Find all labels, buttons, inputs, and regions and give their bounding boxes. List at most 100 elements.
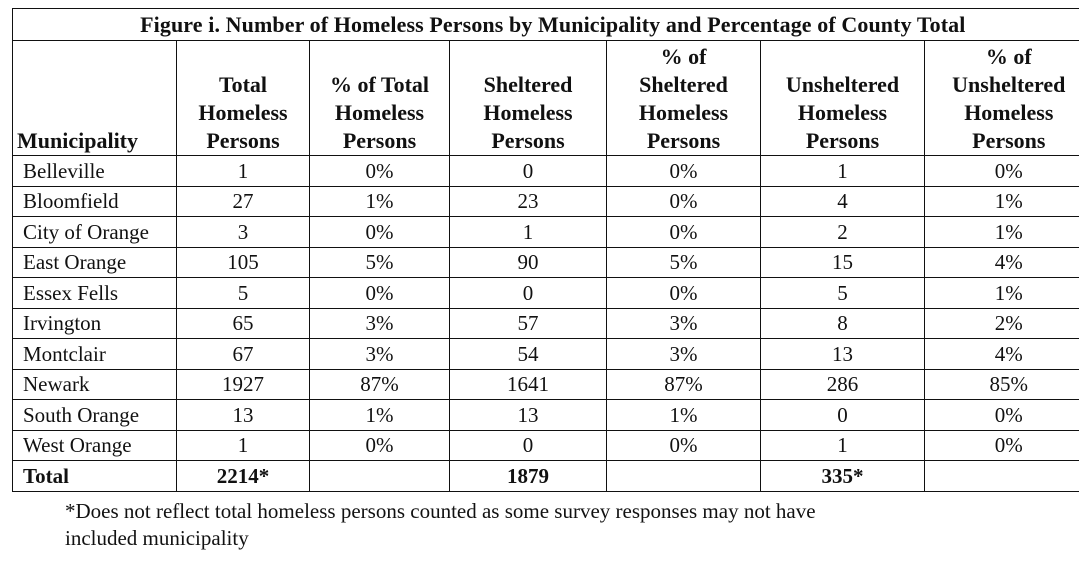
header-line: Municipality [17,128,139,153]
cell-unsheltered-homeless: 15 [760,246,925,278]
cell-municipality: Essex Fells [12,277,177,309]
cell-municipality: City of Orange [12,216,177,248]
table-row: Irvington 65 3% 57 3% 8 2% [12,307,1079,339]
header-unsheltered-homeless: Unsheltered Homeless Persons [760,40,925,156]
header-total-homeless: Total Homeless Persons [176,40,310,156]
header-municipality: Municipality [12,40,177,156]
header-line: Homeless [797,100,888,125]
cell-pct-total-homeless: 1% [309,185,450,217]
cell-pct-total-homeless: 0% [309,429,450,461]
cell-pct-unsheltered-homeless: 1% [923,185,1079,217]
cell-pct-unsheltered-homeless: 0% [923,155,1079,187]
cell-municipality: East Orange [12,246,177,278]
cell-pct-sheltered-homeless: 0% [606,216,761,248]
cell-sheltered-homeless: 1641 [449,368,607,400]
header-line: Homeless [334,100,425,125]
cell-pct-total-homeless: 3% [309,307,450,339]
cell-pct-unsheltered-homeless: 85% [923,368,1079,400]
cell-sheltered-homeless: 13 [449,399,607,431]
cell-total-homeless: 105 [176,246,310,278]
cell-unsheltered-homeless: 8 [760,307,925,339]
cell-unsheltered-homeless: 1 [760,155,925,187]
header-line: Sheltered [483,72,573,97]
table-row: South Orange 13 1% 13 1% 0 0% [12,399,1079,431]
cell-total-homeless: 2214* [176,460,310,492]
cell-sheltered-homeless: 1 [449,216,607,248]
cell-total-homeless: 1927 [176,368,310,400]
header-pct-total-homeless: % of Total Homeless Persons [309,40,450,156]
cell-municipality: Irvington [12,307,177,339]
cell-pct-unsheltered-homeless: 4% [923,246,1079,278]
cell-municipality: Bloomfield [12,185,177,217]
cell-unsheltered-homeless: 13 [760,338,925,370]
homeless-table: Figure i. Number of Homeless Persons by … [11,8,1079,492]
table-row: City of Orange 3 0% 1 0% 2 1% [12,216,1079,248]
header-line: Homeless [638,100,729,125]
cell-pct-unsheltered-homeless: 0% [923,429,1079,461]
cell-pct-total-homeless: 1% [309,399,450,431]
header-line: Persons [805,128,880,153]
cell-sheltered-homeless: 1879 [449,460,607,492]
header-line: Homeless [964,100,1054,125]
table-title: Figure i. Number of Homeless Persons by … [11,8,1079,41]
header-sheltered-homeless: Sheltered Homeless Persons [449,40,607,156]
cell-pct-sheltered-homeless: 0% [606,429,761,461]
header-pct-unsheltered-homeless: % of Unsheltered Homeless Persons [923,40,1079,156]
header-line: Persons [972,128,1046,153]
header-line: Total [218,72,268,97]
cell-sheltered-homeless: 23 [449,185,607,217]
footnote-line-1: *Does not reflect total homeless persons… [65,499,816,523]
footnote-line-2: included municipality [65,526,249,550]
cell-pct-unsheltered-homeless: 1% [923,216,1079,248]
cell-unsheltered-homeless: 286 [760,368,925,400]
table-row: Bloomfield 27 1% 23 0% 4 1% [12,185,1079,217]
header-line: Persons [206,128,280,153]
cell-pct-sheltered-homeless: 1% [606,399,761,431]
cell-pct-total-homeless: 0% [309,155,450,187]
cell-municipality: South Orange [12,399,177,431]
cell-pct-total-homeless [309,460,450,492]
cell-total-homeless: 27 [176,185,310,217]
table-row: East Orange 105 5% 90 5% 15 4% [12,246,1079,278]
header-line: % of [660,44,707,69]
cell-pct-sheltered-homeless: 5% [606,246,761,278]
cell-pct-total-homeless: 3% [309,338,450,370]
cell-pct-total-homeless: 87% [309,368,450,400]
cell-total-homeless: 13 [176,399,310,431]
table-row: Montclair 67 3% 54 3% 13 4% [12,338,1079,370]
cell-unsheltered-homeless: 4 [760,185,925,217]
cell-pct-unsheltered-homeless: 4% [923,338,1079,370]
cell-sheltered-homeless: 54 [449,338,607,370]
header-line: Persons [646,128,721,153]
cell-pct-sheltered-homeless: 0% [606,277,761,309]
header-line: Persons [491,128,565,153]
cell-municipality: Montclair [12,338,177,370]
cell-unsheltered-homeless: 5 [760,277,925,309]
cell-pct-unsheltered-homeless: 0% [923,399,1079,431]
cell-unsheltered-homeless: 2 [760,216,925,248]
cell-total-homeless: 3 [176,216,310,248]
cell-pct-unsheltered-homeless: 2% [923,307,1079,339]
cell-total-homeless: 1 [176,155,310,187]
cell-pct-sheltered-homeless [606,460,761,492]
cell-total-homeless: 65 [176,307,310,339]
cell-pct-sheltered-homeless: 0% [606,155,761,187]
cell-pct-total-homeless: 5% [309,246,450,278]
header-line: % of Total [329,72,430,97]
cell-municipality: Total [12,460,177,492]
header-line: Sheltered [639,72,728,97]
cell-unsheltered-homeless: 1 [760,429,925,461]
cell-municipality: West Orange [12,429,177,461]
cell-pct-total-homeless: 0% [309,277,450,309]
header-line: Persons [342,128,417,153]
cell-total-homeless: 1 [176,429,310,461]
cell-sheltered-homeless: 57 [449,307,607,339]
cell-sheltered-homeless: 0 [449,429,607,461]
cell-pct-unsheltered-homeless [923,460,1079,492]
header-line: % of [985,44,1032,69]
table-row: Essex Fells 5 0% 0 0% 5 1% [12,277,1079,309]
cell-unsheltered-homeless: 0 [760,399,925,431]
header-line: Unsheltered [785,72,900,97]
header-row: Municipality Total Homeless Persons % of T… [12,40,1079,156]
cell-municipality: Newark [12,368,177,400]
